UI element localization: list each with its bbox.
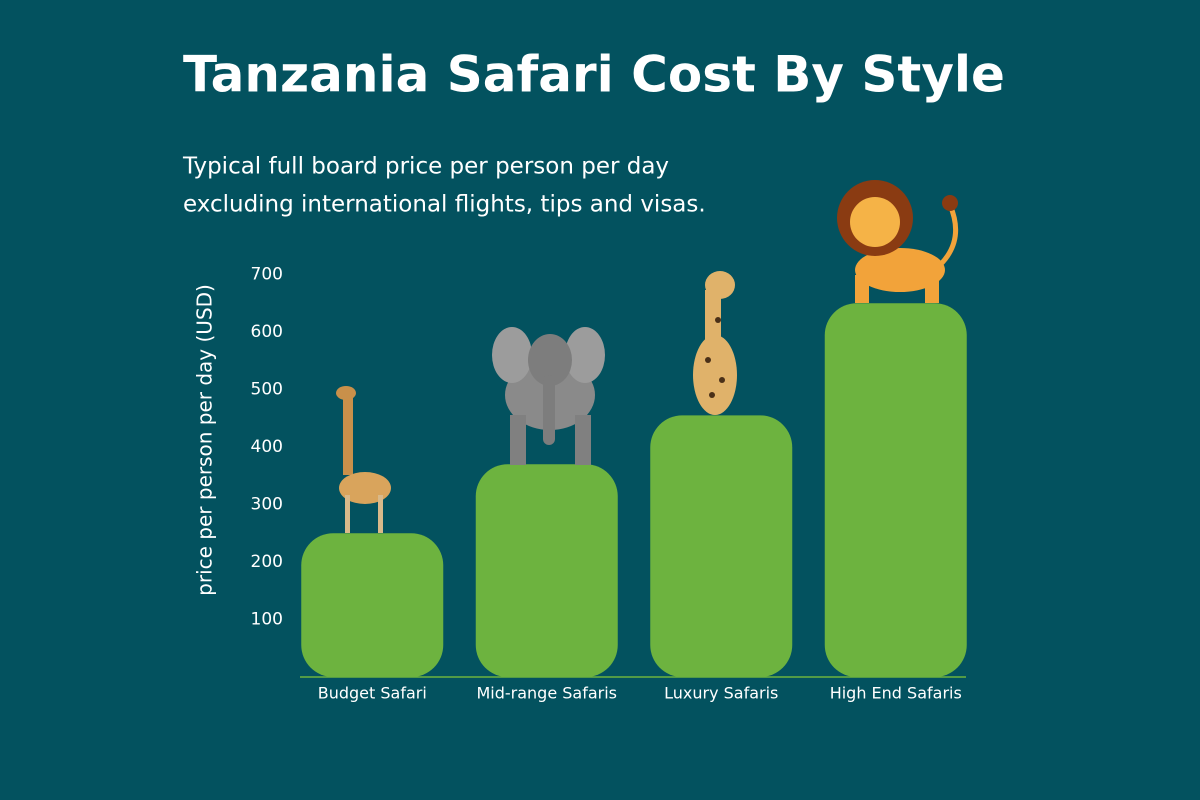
y-axis-label: price per person per day (USD) — [193, 284, 217, 596]
bar — [824, 303, 967, 677]
subtitle-line: Typical full board price per person per … — [182, 154, 669, 180]
y-tick-label: 700 — [251, 265, 283, 285]
cheetah-illustration — [693, 271, 737, 415]
x-tick-label: High End Safaris — [830, 684, 962, 703]
x-tick-label: Mid-range Safaris — [476, 684, 617, 703]
lion-illustration — [837, 180, 959, 303]
y-tick-label: 200 — [251, 552, 283, 572]
bar — [650, 415, 793, 677]
subtitle-line: excluding international flights, tips an… — [183, 192, 706, 218]
y-tick-label: 100 — [251, 610, 283, 630]
y-tick-label: 600 — [251, 322, 283, 342]
x-tick-label: Luxury Safaris — [664, 684, 778, 703]
y-tick-label: 400 — [251, 437, 283, 457]
y-tick-label: 300 — [251, 495, 283, 515]
y-tick-label: 500 — [251, 380, 283, 400]
giraffe-illustration — [336, 386, 391, 533]
chart-title: Tanzania Safari Cost By Style — [183, 46, 1005, 104]
elephant-illustration — [492, 327, 605, 465]
x-tick-label: Budget Safari — [318, 684, 427, 703]
bar — [301, 533, 444, 677]
bar — [475, 464, 618, 677]
